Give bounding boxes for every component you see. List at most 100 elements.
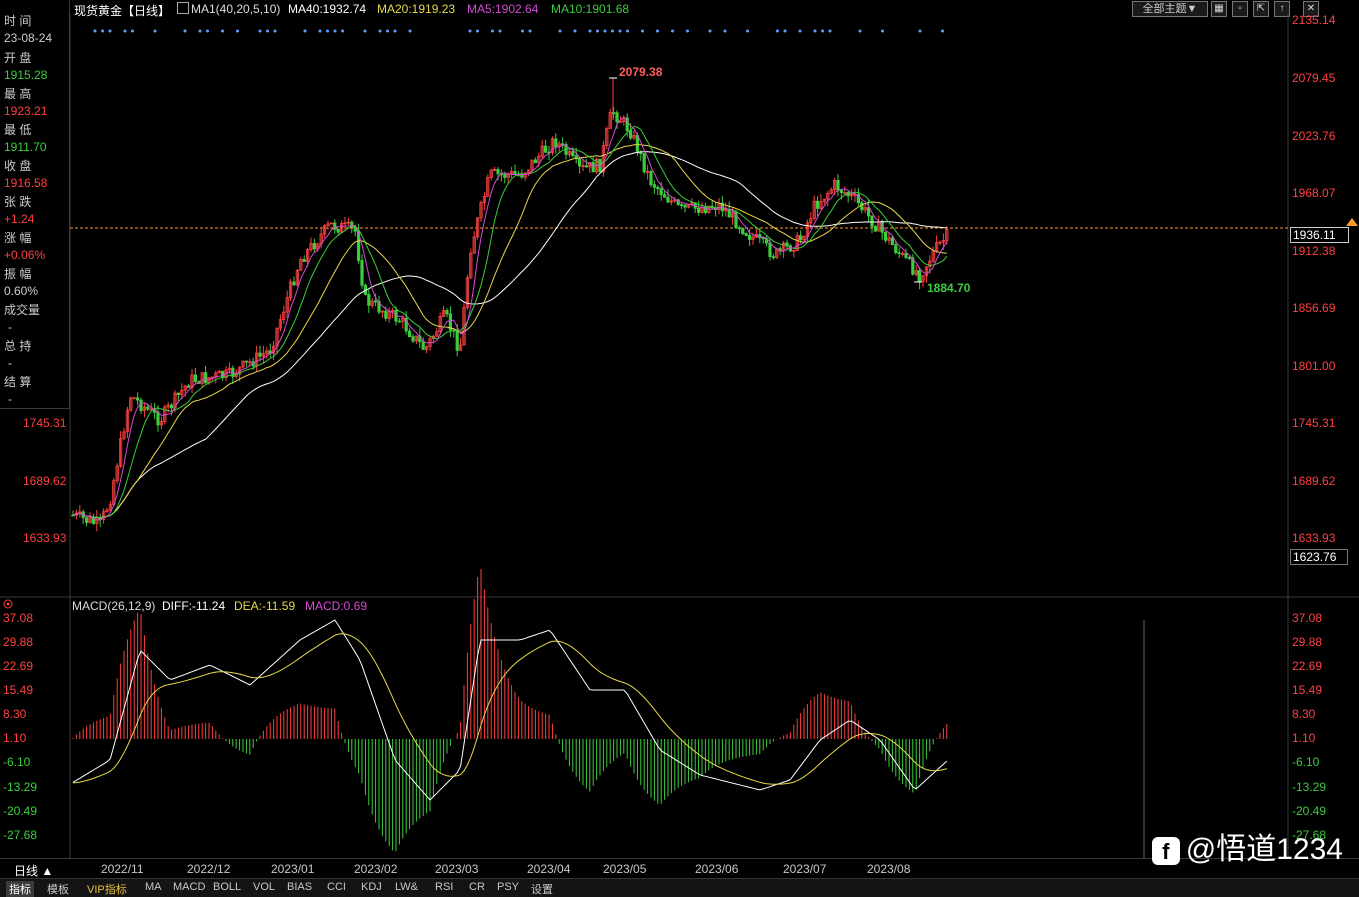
- price-tick: 1968.07: [1292, 186, 1336, 200]
- candle-body: [578, 158, 582, 167]
- macd-left-tick: -20.49: [3, 804, 38, 818]
- candle-body: [856, 193, 861, 204]
- macd-tick: -13.29: [1292, 780, 1327, 794]
- settings-icon[interactable]: ↑: [1274, 1, 1290, 17]
- candle-body: [85, 517, 89, 523]
- candle-body: [839, 189, 844, 193]
- candle-body: [914, 270, 918, 275]
- signal-dot: [318, 29, 322, 33]
- candle-body: [795, 235, 799, 251]
- candle-body: [584, 165, 589, 168]
- candle-body: [744, 233, 748, 236]
- signal-dot: [206, 29, 209, 33]
- candle-body: [448, 313, 453, 331]
- candle-body: [941, 240, 946, 243]
- candle-body: [666, 196, 670, 203]
- signal-dot: [783, 29, 787, 33]
- candle-body: [656, 186, 660, 190]
- tab-cr[interactable]: CR: [469, 881, 485, 893]
- signal-dot: [183, 29, 187, 33]
- candle-body: [156, 411, 160, 426]
- candle-body: [533, 159, 538, 164]
- ma-settings-icon[interactable]: [177, 2, 189, 14]
- change-label: 张 跌: [4, 195, 32, 209]
- tab-settings[interactable]: 设置: [531, 884, 553, 896]
- ma40-line: [72, 151, 947, 519]
- candle-body: [901, 253, 905, 255]
- candle-body: [809, 218, 813, 224]
- candle-body: [102, 511, 106, 520]
- candle-body: [748, 234, 752, 240]
- candle-body: [649, 171, 653, 186]
- candle-body: [129, 397, 133, 411]
- macd-title[interactable]: MACD(26,12,9): [72, 599, 156, 613]
- tab-indicator[interactable]: 指标: [6, 881, 34, 897]
- candle-body: [639, 152, 643, 155]
- candle-body: [435, 331, 439, 337]
- tab-rsi[interactable]: RSI: [435, 881, 454, 893]
- tab-lw[interactable]: LW&: [395, 881, 419, 893]
- candle-body: [411, 336, 415, 342]
- candle-body: [935, 242, 939, 252]
- expand-icon[interactable]: ⇱: [1253, 1, 1269, 17]
- close-icon[interactable]: ✕: [1303, 1, 1319, 17]
- theme-dropdown[interactable]: 全部主题▼: [1132, 1, 1208, 17]
- signal-dot: [881, 29, 884, 33]
- date-value: 23-08-24: [4, 31, 53, 45]
- indicator-toolbar: 指标 模板 VIP指标 MA MACD BOLL VOL BIAS CCI KD…: [0, 878, 1359, 897]
- candle-body: [873, 226, 878, 232]
- tab-vol[interactable]: VOL: [253, 881, 276, 893]
- ma20-line: [72, 144, 947, 519]
- candle-body: [186, 385, 191, 388]
- candle-body: [373, 300, 378, 303]
- amp-label: 振 幅: [4, 267, 32, 281]
- candle-body: [183, 385, 187, 391]
- candle-body: [295, 269, 300, 286]
- candle-body: [887, 237, 891, 241]
- tab-psy[interactable]: PSY: [497, 881, 520, 893]
- candle-body: [751, 236, 755, 240]
- tab-macd[interactable]: MACD: [173, 881, 206, 893]
- candle-body: [139, 399, 143, 411]
- candle-body: [819, 201, 823, 209]
- settle-label: 结 算: [4, 375, 32, 389]
- tab-bias[interactable]: BIAS: [287, 881, 313, 893]
- period-selector[interactable]: 日线 ▲: [14, 864, 54, 878]
- candle-body: [860, 202, 864, 211]
- candle-body: [826, 192, 830, 200]
- candle-body: [829, 189, 833, 194]
- signal-dot: [303, 29, 307, 33]
- macd-histogram: [72, 568, 948, 852]
- grid-icon[interactable]: ▦: [1211, 1, 1227, 17]
- instrument-title[interactable]: 现货黄金【日线】: [74, 4, 171, 18]
- candle-body: [350, 221, 354, 228]
- tab-vip-indicator[interactable]: VIP指标: [87, 884, 127, 896]
- tab-boll[interactable]: BOLL: [213, 881, 242, 893]
- tab-template[interactable]: 模板: [47, 884, 69, 896]
- pct-value: +0.06%: [4, 248, 46, 262]
- tab-ma[interactable]: MA: [145, 881, 162, 893]
- macd-left-tick: -13.29: [3, 780, 38, 794]
- zoom-icon[interactable]: ▫: [1232, 1, 1248, 17]
- dea-line: [72, 633, 947, 785]
- candle-body: [618, 121, 623, 124]
- tab-cci[interactable]: CCI: [327, 881, 346, 893]
- candle-body: [612, 112, 616, 114]
- tab-kdj[interactable]: KDJ: [361, 881, 382, 893]
- candle-body: [703, 206, 708, 213]
- candle-body: [367, 294, 371, 306]
- candle-body: [673, 199, 677, 202]
- signal-dot: [198, 29, 202, 33]
- signal-dots: [93, 29, 944, 33]
- signal-dot: [858, 29, 862, 33]
- volume-label: 成交量: [4, 303, 41, 317]
- candle-body: [180, 389, 184, 396]
- candle-body: [343, 222, 347, 225]
- signal-dot: [813, 29, 817, 33]
- candle-body: [241, 360, 245, 368]
- candle-body: [326, 223, 330, 226]
- candle-body: [625, 117, 629, 131]
- candle-body: [424, 346, 429, 350]
- ma10-line: [72, 125, 948, 519]
